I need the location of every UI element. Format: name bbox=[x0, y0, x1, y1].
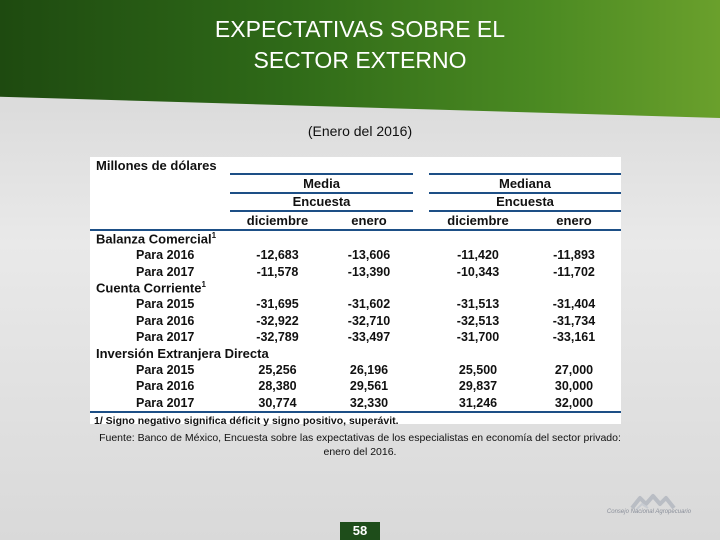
value-cell: -13,606 bbox=[347, 248, 391, 263]
table-note: 1/ Signo negativo significa déficit y si… bbox=[90, 410, 621, 430]
encuesta-mediana: Encuesta bbox=[429, 192, 621, 213]
value-cell: 29,561 bbox=[349, 379, 389, 394]
table-row: Para 2017 -32,789 -33,497 -31,700 -33,161 bbox=[90, 329, 621, 345]
expectations-table: Millones de dólares Media Mediana Encues… bbox=[90, 157, 621, 430]
logo-text: Consejo Nacional Agropecuario bbox=[606, 509, 692, 515]
value-cell: -10,343 bbox=[456, 264, 500, 279]
title-banner bbox=[0, 0, 720, 118]
source-note: Fuente: Banco de México, Encuesta sobre … bbox=[99, 432, 621, 458]
col-enero-media: enero bbox=[325, 211, 413, 231]
value-cell: -11,420 bbox=[457, 248, 499, 263]
row-label: Para 2016 bbox=[136, 313, 195, 328]
cna-logo-icon bbox=[630, 494, 676, 511]
section-label: Balanza Comercial1 bbox=[90, 230, 621, 247]
value-cell: 30,774 bbox=[258, 395, 297, 410]
page-number: 58 bbox=[340, 522, 380, 540]
unit-label: Millones de dólares bbox=[96, 157, 217, 173]
value-cell: -31,695 bbox=[256, 297, 299, 312]
value-cell: 26,196 bbox=[349, 362, 389, 377]
value-cell: -32,789 bbox=[256, 330, 299, 345]
date-subtitle: (Enero del 2016) bbox=[307, 123, 413, 139]
row-label: Para 2016 bbox=[136, 248, 195, 263]
value-cell: 32,000 bbox=[554, 395, 594, 410]
table-row: Para 2016 -32,922 -32,710 -32,513 -31,734 bbox=[90, 313, 621, 329]
row-label: Para 2017 bbox=[136, 264, 195, 279]
value-cell: -11,578 bbox=[256, 264, 299, 279]
value-cell: -11,702 bbox=[553, 264, 595, 279]
value-cell: 27,000 bbox=[554, 362, 594, 377]
value-cell: -32,710 bbox=[347, 313, 391, 328]
footnote-marker: 1 bbox=[201, 280, 206, 290]
section-row: Inversión Extranjera Directa bbox=[90, 345, 621, 361]
value-cell: -33,161 bbox=[552, 330, 596, 345]
month-header-row: diciembre enero diciembre enero bbox=[90, 211, 621, 231]
note-row: 1/ Signo negativo significa déficit y si… bbox=[90, 410, 621, 430]
row-label: Para 2017 bbox=[136, 395, 195, 410]
page-title-line-1: EXPECTATIVAS SOBRE EL bbox=[214, 16, 506, 42]
encuesta-media: Encuesta bbox=[230, 192, 413, 213]
value-cell: -32,513 bbox=[456, 313, 500, 328]
group-media: Media bbox=[230, 173, 413, 194]
unit-row: Millones de dólares bbox=[90, 157, 621, 174]
value-cell: -11,893 bbox=[553, 248, 595, 263]
table-row: Para 2017 -11,578 -13,390 -10,343 -11,702 bbox=[90, 263, 621, 279]
page-title: EXPECTATIVAS SOBRE EL SECTOR EXTERNO bbox=[0, 14, 720, 76]
value-cell: -31,513 bbox=[456, 297, 500, 312]
footnote-marker: 1 bbox=[211, 231, 217, 241]
table-row: Para 2016 -12,683 -13,606 -11,420 -11,893 bbox=[90, 247, 621, 263]
section-name: Cuenta Corriente bbox=[96, 280, 202, 296]
page-title-line-2: SECTOR EXTERNO bbox=[253, 47, 467, 73]
value-cell: 25,500 bbox=[458, 362, 498, 377]
value-cell: 25,256 bbox=[258, 362, 297, 377]
table-row: Para 2016 28,380 29,561 29,837 30,000 bbox=[90, 378, 621, 394]
value-cell: -31,734 bbox=[552, 313, 596, 328]
col-diciembre-mediana: diciembre bbox=[429, 211, 527, 231]
value-cell: 29,837 bbox=[458, 379, 498, 394]
section-name: Inversión Extranjera Directa bbox=[96, 345, 269, 361]
section-label: Cuenta Corriente1 bbox=[90, 280, 621, 296]
row-label: Para 2017 bbox=[136, 330, 195, 345]
col-enero-mediana: enero bbox=[527, 211, 621, 231]
row-label: Para 2015 bbox=[136, 297, 195, 312]
value-cell: -31,602 bbox=[347, 297, 391, 312]
value-cell: -12,683 bbox=[256, 248, 299, 263]
value-cell: 31,246 bbox=[458, 395, 498, 410]
value-cell: 30,000 bbox=[554, 379, 594, 394]
value-cell: -31,404 bbox=[552, 297, 596, 312]
encuesta-row: Encuesta Encuesta bbox=[90, 192, 621, 213]
section-row: Balanza Comercial1 bbox=[90, 230, 621, 247]
col-diciembre-media: diciembre bbox=[230, 211, 325, 231]
value-cell: 28,380 bbox=[258, 379, 297, 394]
table-row: Para 2015 -31,695 -31,602 -31,513 -31,404 bbox=[90, 296, 621, 312]
section-label: Inversión Extranjera Directa bbox=[90, 345, 621, 361]
group-mediana: Mediana bbox=[429, 173, 621, 194]
section-name: Balanza Comercial bbox=[96, 231, 212, 247]
value-cell: -31,700 bbox=[456, 330, 500, 345]
section-row: Cuenta Corriente1 bbox=[90, 280, 621, 296]
table-row: Para 2015 25,256 26,196 25,500 27,000 bbox=[90, 362, 621, 378]
value-cell: -33,497 bbox=[347, 330, 391, 345]
value-cell: -32,922 bbox=[256, 313, 299, 328]
row-label: Para 2016 bbox=[136, 379, 195, 394]
table-row: Para 2017 30,774 32,330 31,246 32,000 bbox=[90, 394, 621, 411]
row-label: Para 2015 bbox=[136, 362, 195, 377]
group-header-row: Media Mediana bbox=[90, 173, 621, 194]
value-cell: -13,390 bbox=[347, 264, 391, 279]
value-cell: 32,330 bbox=[349, 395, 389, 410]
